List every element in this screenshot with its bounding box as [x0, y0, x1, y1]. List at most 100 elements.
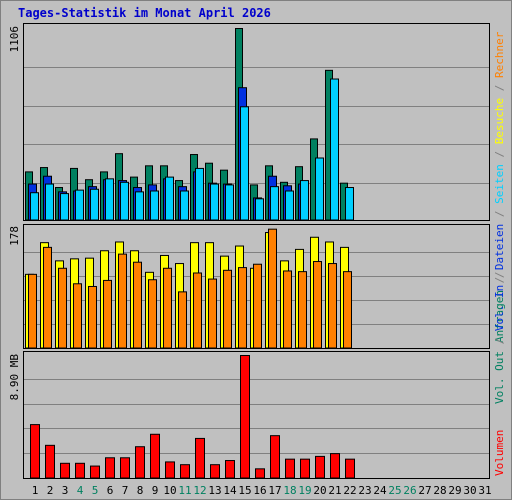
bar-seiten-day-7 — [120, 181, 129, 221]
day-axis-labels: 1 2 3 4 5 6 7 8 9 10 11 12 13 14 15 16 17 18 19 20 21 22 23 24 2… — [32, 484, 492, 497]
day-label: 31 — [478, 484, 491, 497]
legend-entry: / — [493, 272, 506, 285]
day-label: 9 — [152, 484, 159, 497]
day-label: 23 — [358, 484, 371, 497]
bar-seiten-day-8 — [135, 191, 144, 221]
day-label: 4 — [77, 484, 84, 497]
bar-rechner-day-14 — [223, 269, 232, 349]
bar-volumen-day-21 — [330, 453, 340, 479]
legend-entry: Rechner — [493, 31, 506, 78]
day-label: 27 — [418, 484, 431, 497]
legend-volume-in-out: Vol. Out / Vol. In / — [493, 272, 506, 404]
bar-volumen-day-11 — [180, 464, 190, 479]
panel-requests-bars — [25, 28, 354, 221]
bar-volumen-day-13 — [210, 464, 220, 479]
bar-volumen-day-12 — [195, 437, 205, 479]
bar-rechner-day-11 — [178, 291, 187, 349]
bar-rechner-day-12 — [193, 272, 202, 349]
day-label: 2 — [47, 484, 54, 497]
legend-entry: Vol. In — [493, 285, 506, 331]
legend-entry: Dateien — [493, 224, 506, 270]
bar-rechner-day-7 — [118, 253, 127, 349]
bar-volumen-day-7 — [120, 457, 130, 479]
legend-volume: Volumen — [493, 430, 506, 476]
bar-seiten-day-11 — [180, 190, 189, 221]
bar-rechner-day-6 — [103, 279, 112, 349]
legend-entry: / — [493, 204, 506, 224]
bar-seiten-day-18 — [285, 190, 294, 221]
day-label: 5 — [92, 484, 99, 497]
bar-seiten-day-4 — [75, 189, 84, 221]
day-label: 8 — [137, 484, 144, 497]
legend-entry: / — [493, 270, 506, 290]
bar-rechner-day-20 — [313, 261, 322, 349]
day-label: 24 — [373, 484, 387, 497]
bar-rechner-day-21 — [328, 263, 337, 349]
bar-seiten-day-1 — [30, 192, 39, 221]
day-label: 11 — [178, 484, 191, 497]
legend-requests-visits: Anfragen / Dateien / Seiten / Besuche / … — [493, 31, 506, 343]
panel-visits-bars — [25, 228, 352, 349]
legend-entry: Vol. Out — [493, 351, 506, 404]
legend-entry: Seiten — [493, 164, 506, 204]
bar-rechner-day-15 — [238, 267, 247, 349]
panel-volume-bars — [30, 355, 355, 479]
day-label: 6 — [107, 484, 114, 497]
bar-rechner-day-19 — [298, 271, 307, 349]
bar-volumen-day-16 — [255, 468, 265, 479]
bar-seiten-day-19 — [300, 180, 309, 221]
bar-volumen-day-9 — [150, 433, 160, 479]
day-label: 17 — [268, 484, 281, 497]
day-label: 18 — [283, 484, 296, 497]
bar-seiten-day-2 — [45, 183, 54, 221]
bar-rechner-day-16 — [253, 263, 262, 349]
day-label: 15 — [238, 484, 251, 497]
day-label: 28 — [433, 484, 446, 497]
bar-seiten-day-22 — [345, 187, 354, 221]
day-label: 7 — [122, 484, 129, 497]
day-label: 12 — [193, 484, 206, 497]
panel-visits: 178 — [8, 224, 490, 349]
bar-seiten-day-12 — [195, 167, 204, 221]
bar-volumen-day-5 — [90, 465, 100, 479]
legend-entry: / — [493, 331, 506, 351]
bar-volumen-day-15 — [240, 355, 250, 479]
bar-seiten-day-10 — [165, 176, 174, 221]
panel-volume-grid — [24, 379, 489, 454]
bar-seiten-day-16 — [255, 198, 264, 221]
panel-requests: 1106 — [8, 23, 490, 221]
day-label: 29 — [448, 484, 461, 497]
panel-volume: 8.90 MB — [8, 351, 490, 479]
bar-seiten-day-20 — [315, 157, 324, 221]
bar-seiten-day-21 — [330, 78, 339, 221]
bar-rechner-day-9 — [148, 279, 157, 349]
bar-volumen-day-1 — [30, 424, 40, 479]
bar-volumen-day-22 — [345, 458, 355, 479]
bar-rechner-day-13 — [208, 278, 217, 349]
day-label: 20 — [313, 484, 326, 497]
bar-seiten-day-6 — [105, 178, 114, 221]
bar-volumen-day-2 — [45, 444, 55, 479]
chart-title: Tages-Statistik im Monat April 2026 — [18, 6, 271, 20]
legend-entry: Anfragen — [493, 290, 506, 343]
day-label: 25 — [388, 484, 401, 497]
bar-volumen-day-20 — [315, 455, 325, 479]
bar-seiten-day-17 — [270, 186, 279, 221]
day-label: 19 — [298, 484, 311, 497]
day-label: 14 — [223, 484, 237, 497]
panel-volume-frame — [23, 351, 490, 479]
bar-volumen-day-17 — [270, 435, 280, 479]
bar-volumen-day-19 — [300, 458, 310, 479]
bar-volumen-day-18 — [285, 458, 295, 479]
panel-visits-ymax: 178 — [8, 226, 21, 246]
bar-volumen-day-6 — [105, 457, 115, 479]
bar-rechner-day-4 — [73, 283, 82, 349]
bar-rechner-day-1 — [28, 273, 37, 349]
bar-seiten-day-13 — [210, 183, 219, 221]
bar-rechner-day-22 — [343, 271, 352, 349]
day-label: 30 — [463, 484, 476, 497]
bar-rechner-day-8 — [133, 261, 142, 349]
day-label: 16 — [253, 484, 266, 497]
